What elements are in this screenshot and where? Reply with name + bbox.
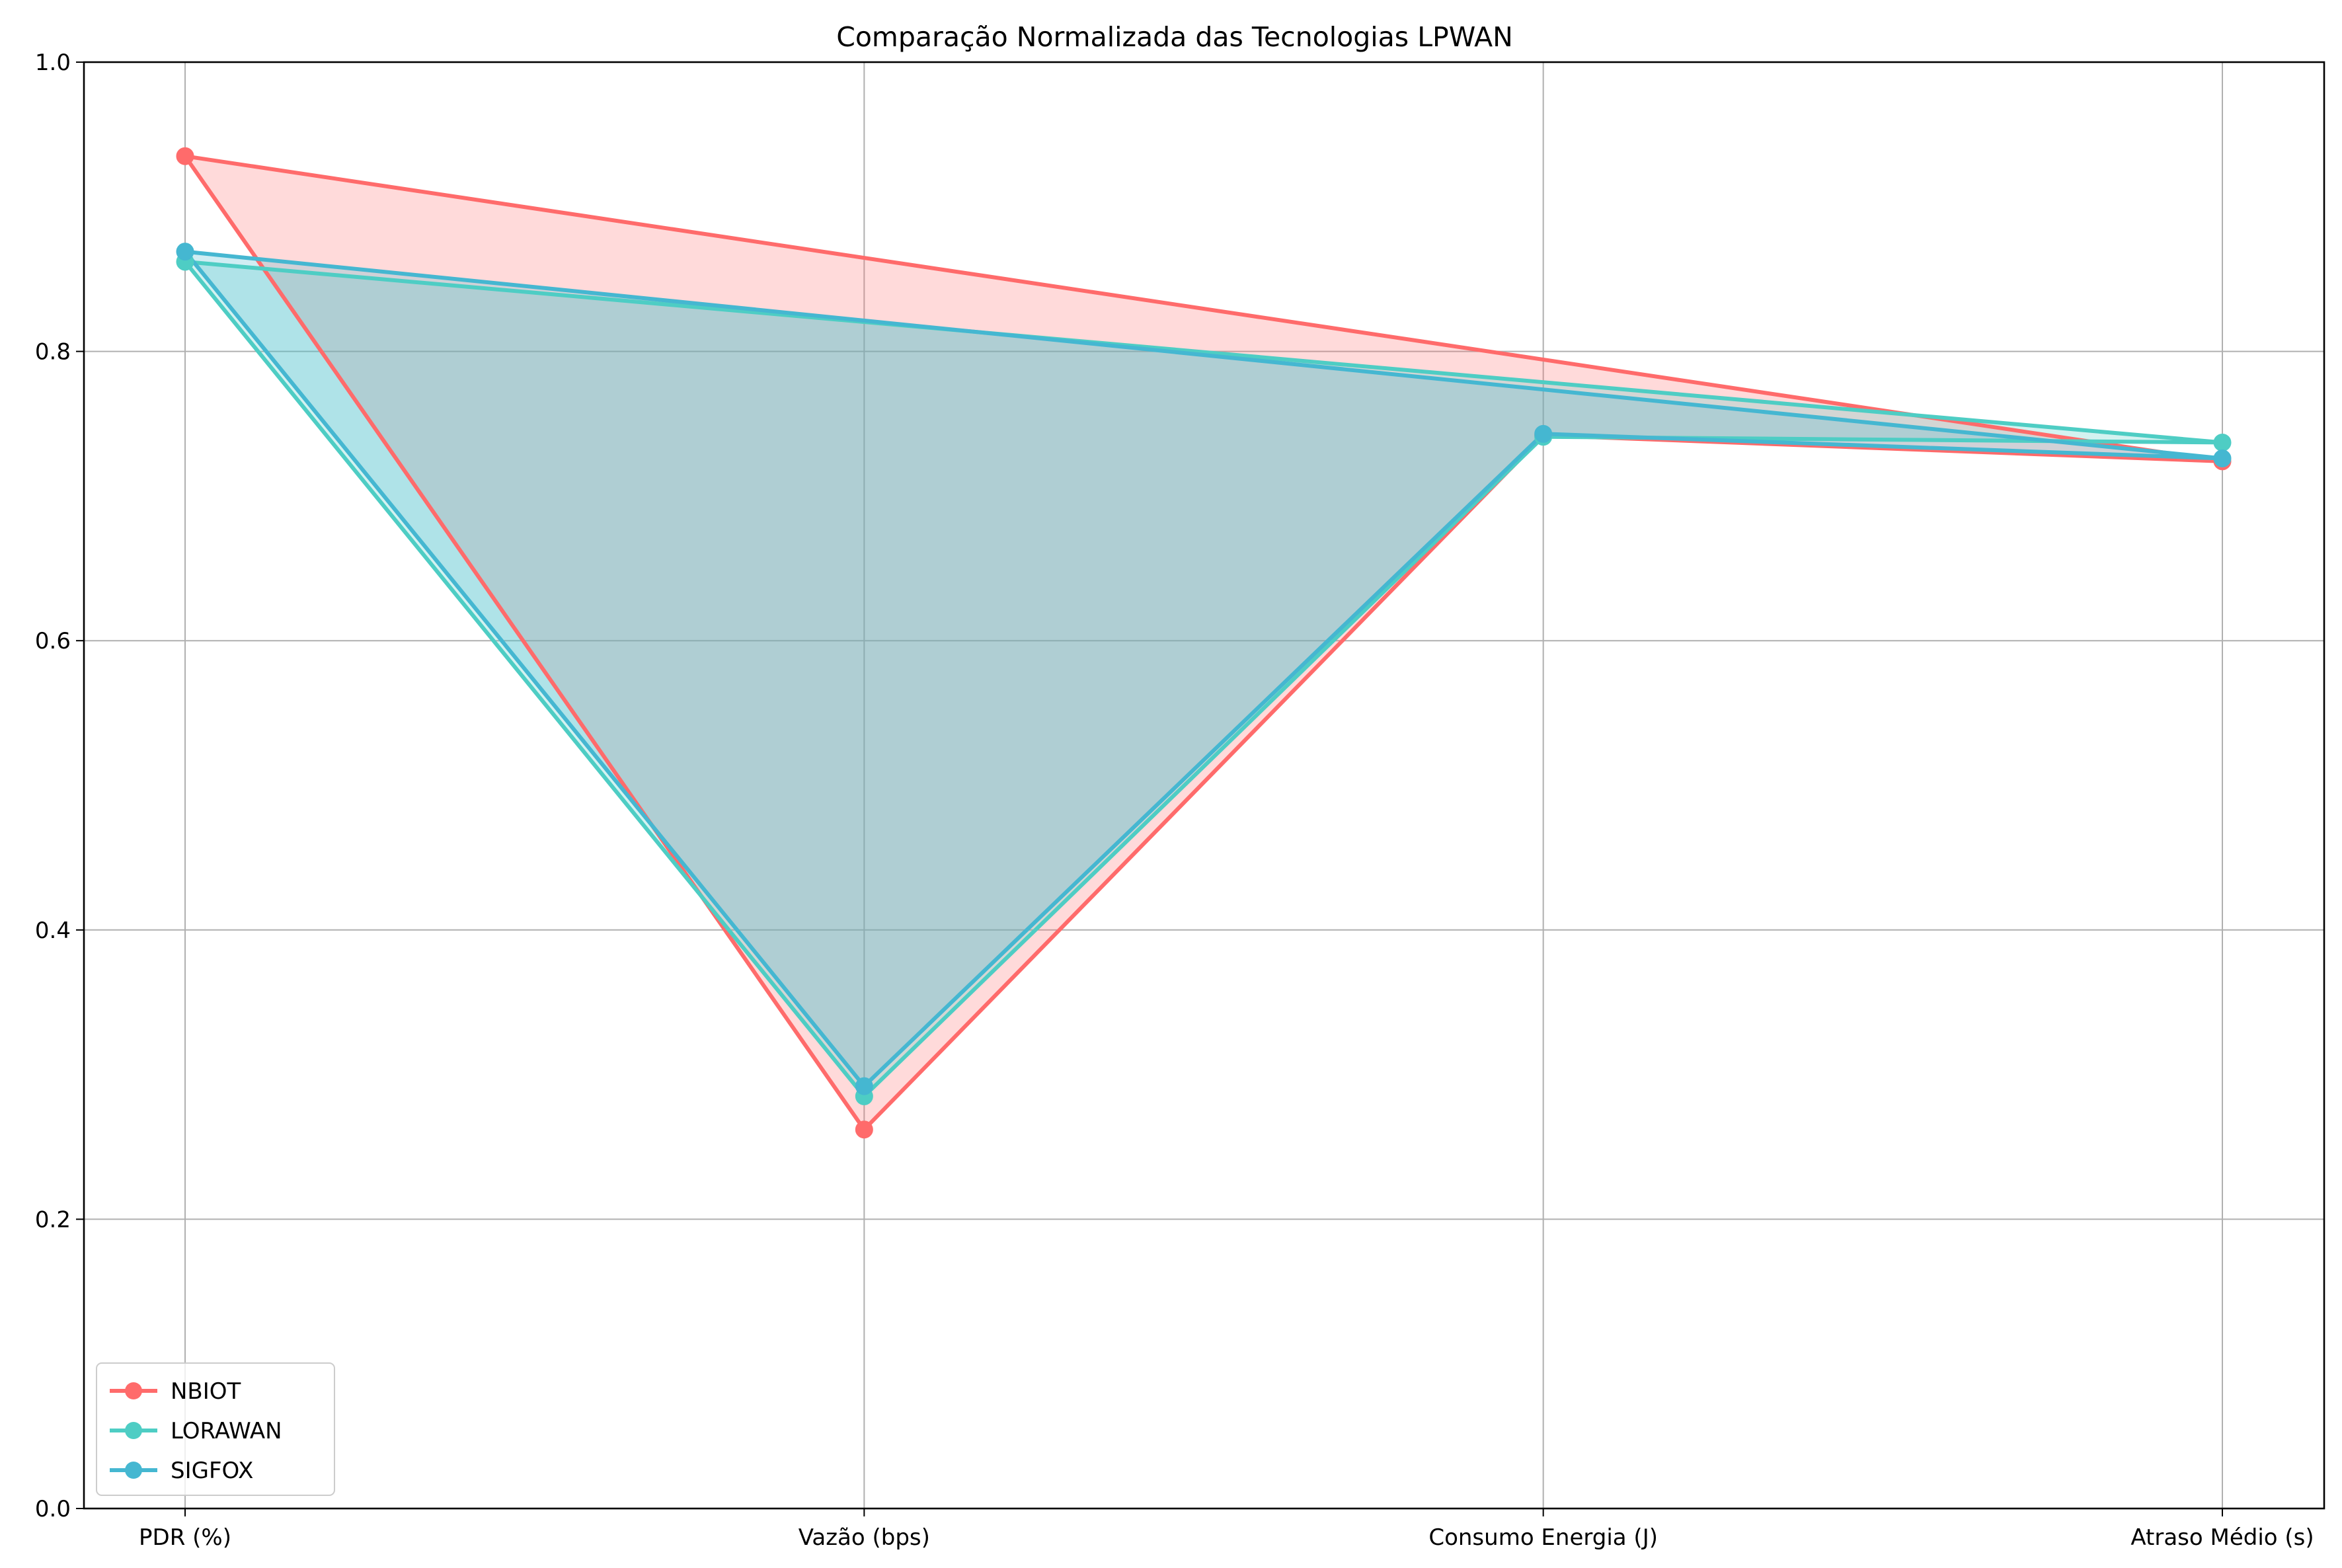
plot-frame <box>83 61 2325 1510</box>
data-point-sigfox <box>855 1077 873 1095</box>
series-markers <box>176 147 2232 1139</box>
data-point-nbiot <box>176 147 194 165</box>
data-point-sigfox <box>176 243 194 261</box>
y-tick-label: 0.2 <box>35 1206 71 1233</box>
y-tick-label: 0.6 <box>35 628 71 654</box>
data-point-nbiot <box>855 1120 873 1139</box>
data-point-sigfox <box>1534 424 1553 443</box>
chart-title: Comparação Normalizada das Tecnologias L… <box>836 21 1513 53</box>
legend-label: LORAWAN <box>171 1418 282 1444</box>
x-tick-label: Atraso Médio (s) <box>2130 1524 2314 1551</box>
y-tick-label: 1.0 <box>35 50 71 76</box>
axes: PDR (%) Vazão (bps) Consumo Energia (J) Atr… <box>35 50 2314 1551</box>
data-point-lorawan <box>2213 433 2232 451</box>
y-tick-label: 0.0 <box>35 1496 71 1522</box>
legend-box <box>96 1362 335 1496</box>
y-tick-label: 0.8 <box>35 339 71 366</box>
legend: NBIOT LORAWAN SIGFOX <box>96 1362 335 1496</box>
legend-label: NBIOT <box>171 1378 241 1405</box>
legend-marker <box>125 1382 142 1399</box>
x-tick-label: Consumo Energia (J) <box>1428 1524 1658 1551</box>
x-tick-label: Vazão (bps) <box>799 1524 930 1551</box>
x-tick-label: PDR (%) <box>139 1524 231 1551</box>
y-tick-label: 0.4 <box>35 918 71 944</box>
legend-label: SIGFOX <box>171 1458 253 1484</box>
data-point-sigfox <box>2213 450 2232 468</box>
legend-marker <box>125 1462 142 1479</box>
legend-marker <box>125 1422 142 1439</box>
